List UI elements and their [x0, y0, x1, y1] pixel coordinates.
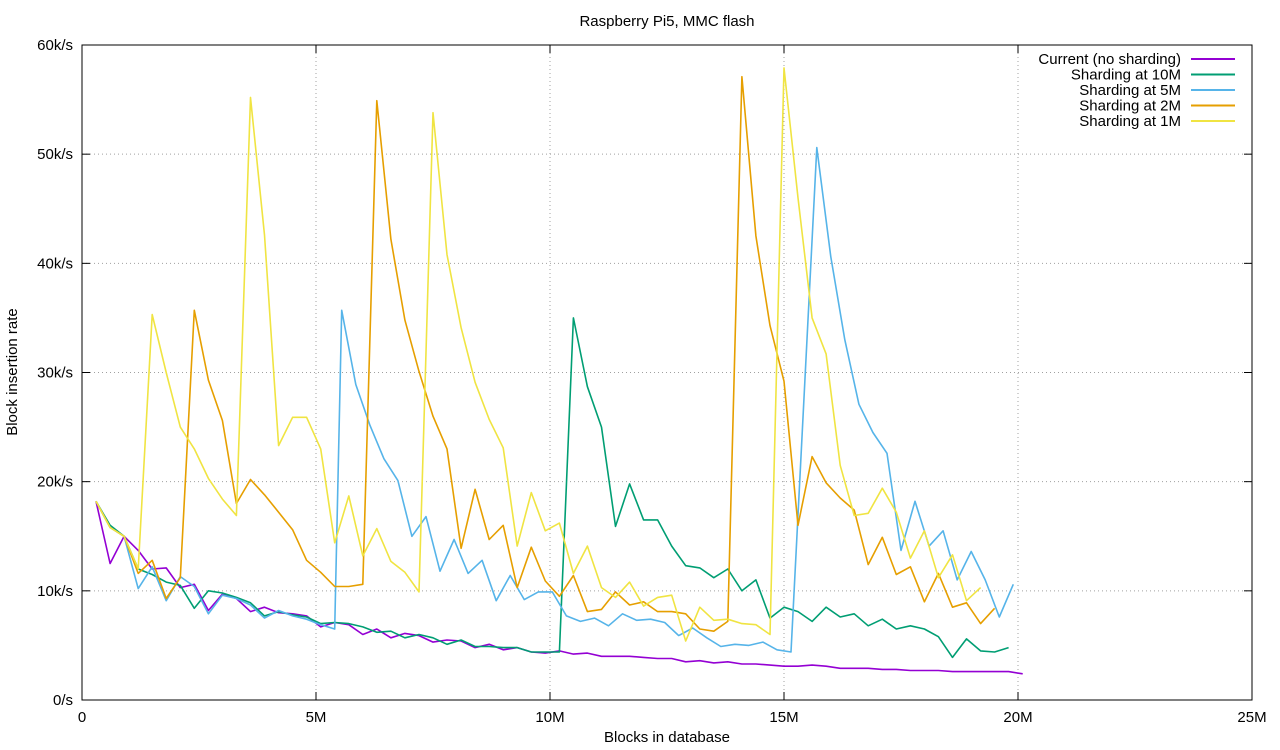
y-axis-title: Block insertion rate: [4, 308, 21, 436]
x-tick-label: 10M: [535, 709, 564, 726]
y-tick-label: 40k/s: [37, 255, 73, 272]
legend-label: Sharding at 10M: [1071, 67, 1181, 84]
x-tick-label: 0: [78, 709, 86, 726]
legend-label: Current (no sharding): [1038, 51, 1181, 68]
series-line-4: [95, 75, 996, 633]
legend-label: Sharding at 5M: [1079, 82, 1181, 99]
legend-label: Sharding at 2M: [1079, 98, 1181, 115]
chart-title: Raspberry Pi5, MMC flash: [579, 13, 754, 30]
y-tick-label: 50k/s: [37, 146, 73, 163]
y-tick-label: 20k/s: [37, 474, 73, 491]
y-tick-label: 30k/s: [37, 365, 73, 382]
y-tick-label: 60k/s: [37, 37, 73, 54]
legend-label: Sharding at 1M: [1079, 113, 1181, 130]
plot-series: [95, 67, 1023, 675]
grid-lines: [82, 45, 1252, 700]
y-tick-label: 0/s: [53, 692, 73, 709]
x-tick-label: 5M: [306, 709, 327, 726]
x-tick-label: 15M: [769, 709, 798, 726]
x-tick-label: 20M: [1003, 709, 1032, 726]
axis-ticks: 0/s 10k/s 20k/s 30k/s 40k/s 50k/s 60k/s 0 5M 10M 1…: [37, 37, 1266, 726]
series-line-3: [95, 146, 1015, 653]
x-tick-label: 25M: [1237, 709, 1266, 726]
series-line-5: [95, 67, 982, 642]
x-axis-title: Blocks in database: [604, 729, 730, 746]
legend: Current (no sharding)Sharding at 10MShar…: [1038, 51, 1235, 130]
series-line-2: [95, 317, 1009, 659]
y-tick-label: 10k/s: [37, 583, 73, 600]
